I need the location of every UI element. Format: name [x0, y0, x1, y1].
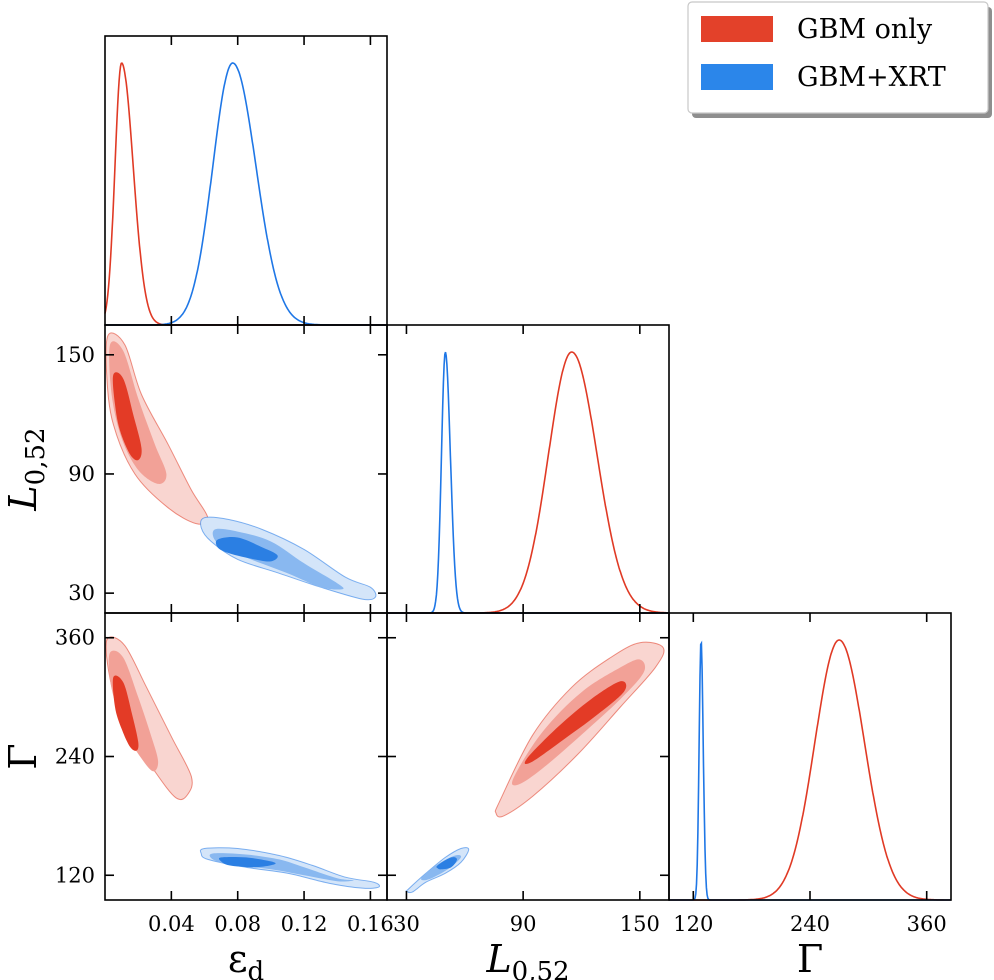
contour-gbm_xrt-Gamma_vs_L052-c68	[436, 857, 457, 870]
y-tick-label-L052: 90	[68, 462, 95, 486]
y-tick-label-Gamma: 120	[55, 863, 95, 887]
panel-frame-2-2	[668, 612, 952, 901]
contour-gbm_only-Gamma_vs_L052-c68	[524, 681, 627, 765]
y-tick-label-L052: 30	[68, 581, 95, 605]
y-axis-title-L052: L0,52	[1, 427, 51, 511]
axis-labels: 0.04 0.08 0.12 0.16 εd 30 90 150 L0,52 120 240 360 Γ…	[1, 343, 947, 980]
marginal-gbm_only-L052	[387, 351, 669, 614]
marginal-gbm_only-Gamma	[669, 639, 951, 901]
contour-gbm_xrt-L052_vs_eps_d-c68	[215, 537, 278, 562]
x-tick-label-L052: 90	[510, 912, 537, 936]
legend: GBM only GBM+XRT	[687, 1, 992, 118]
panel-frame-0-0	[104, 35, 388, 326]
contour-gbm_only-L052_vs_eps_d-c95	[109, 341, 167, 484]
y-tick-label-L052: 150	[55, 343, 95, 367]
x-axis-title-eps_d: εd	[228, 937, 264, 980]
x-tick-label-eps_d: 0.08	[214, 912, 261, 936]
legend-label: GBM+XRT	[797, 62, 946, 93]
x-tick-label-eps_d: 0.04	[148, 912, 195, 936]
x-tick-label-L052: 30	[393, 912, 420, 936]
legend-swatch	[701, 16, 773, 42]
contour-gbm_only-Gamma_vs_eps_d-c68	[112, 675, 139, 751]
x-tick-label-Gamma: 120	[673, 912, 713, 936]
x-tick-label-eps_d: 0.16	[347, 912, 394, 936]
axis-ticks	[105, 36, 928, 900]
y-tick-label-Gamma: 360	[55, 626, 95, 650]
x-tick-label-L052: 150	[620, 912, 660, 936]
y-axis-title-Gamma: Γ	[1, 743, 45, 769]
marginal-gbm_xrt-L052	[387, 351, 669, 614]
x-axis-title-Gamma: Γ	[797, 937, 823, 980]
contour-gbm_only-L052_vs_eps_d-c68	[112, 372, 142, 461]
marginal-gbm_xrt-eps_d	[105, 62, 387, 326]
x-tick-label-Gamma: 240	[790, 912, 830, 936]
x-tick-label-Gamma: 360	[907, 912, 947, 936]
legend-label: GBM only	[797, 14, 933, 45]
x-axis-title-L052: L0,52	[485, 937, 569, 980]
contour-fills	[105, 332, 665, 894]
contour-gbm_xrt-Gamma_vs_eps_d-c68	[218, 856, 276, 868]
y-tick-label-Gamma: 240	[55, 745, 95, 769]
legend-swatch	[701, 64, 773, 90]
x-tick-label-eps_d: 0.12	[281, 912, 328, 936]
